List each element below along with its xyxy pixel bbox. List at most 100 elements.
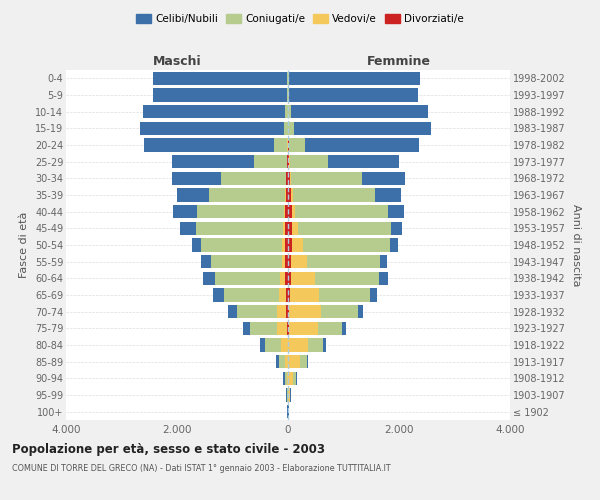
Bar bbox=[289, 305, 321, 318]
Bar bbox=[286, 388, 287, 402]
Bar bbox=[288, 205, 292, 218]
Bar bbox=[288, 272, 290, 285]
Bar bbox=[291, 188, 293, 202]
Bar bbox=[288, 172, 290, 185]
Bar bbox=[283, 372, 285, 385]
Bar bbox=[290, 155, 328, 168]
Bar bbox=[209, 188, 286, 202]
Bar bbox=[289, 88, 418, 102]
Text: Popolazione per età, sesso e stato civile - 2003: Popolazione per età, sesso e stato civil… bbox=[12, 442, 325, 456]
Bar bbox=[287, 155, 288, 168]
Bar bbox=[172, 172, 221, 185]
Bar bbox=[307, 255, 380, 268]
Bar bbox=[314, 272, 379, 285]
Bar bbox=[200, 238, 282, 252]
Bar bbox=[288, 288, 290, 302]
Bar bbox=[286, 255, 288, 268]
Bar bbox=[288, 372, 293, 385]
Bar bbox=[288, 88, 289, 102]
Bar bbox=[227, 305, 237, 318]
Bar bbox=[288, 105, 291, 118]
Bar bbox=[342, 322, 346, 335]
Bar bbox=[290, 272, 314, 285]
Bar bbox=[391, 222, 401, 235]
Text: COMUNE DI TORRE DEL GRECO (NA) - Dati ISTAT 1° gennaio 2003 - Elaborazione TUTTI: COMUNE DI TORRE DEL GRECO (NA) - Dati IS… bbox=[12, 464, 391, 473]
Bar bbox=[287, 88, 288, 102]
Bar bbox=[200, 255, 211, 268]
Bar bbox=[286, 205, 288, 218]
Bar bbox=[290, 388, 291, 402]
Bar bbox=[307, 355, 308, 368]
Bar bbox=[380, 255, 387, 268]
Bar bbox=[289, 338, 308, 351]
Bar bbox=[293, 188, 375, 202]
Bar bbox=[289, 72, 421, 85]
Bar bbox=[288, 322, 289, 335]
Bar bbox=[192, 238, 200, 252]
Bar bbox=[288, 188, 291, 202]
Bar bbox=[278, 288, 286, 302]
Bar bbox=[254, 155, 287, 168]
Bar bbox=[285, 372, 287, 385]
Bar bbox=[237, 305, 277, 318]
Bar bbox=[283, 222, 285, 235]
Bar bbox=[286, 172, 288, 185]
Bar bbox=[280, 272, 286, 285]
Bar bbox=[277, 305, 286, 318]
Y-axis label: Fasce di età: Fasce di età bbox=[19, 212, 29, 278]
Bar bbox=[388, 205, 404, 218]
Bar bbox=[292, 222, 298, 235]
Bar bbox=[288, 255, 291, 268]
Bar bbox=[288, 155, 289, 168]
Bar bbox=[172, 155, 254, 168]
Bar bbox=[362, 172, 405, 185]
Bar bbox=[290, 288, 319, 302]
Bar bbox=[288, 355, 300, 368]
Bar bbox=[286, 288, 288, 302]
Bar bbox=[282, 255, 286, 268]
Bar bbox=[291, 255, 307, 268]
Bar bbox=[143, 105, 285, 118]
Bar bbox=[298, 222, 391, 235]
Bar bbox=[375, 188, 401, 202]
Bar bbox=[289, 122, 293, 135]
Bar bbox=[323, 338, 326, 351]
Bar bbox=[203, 272, 215, 285]
Bar bbox=[274, 138, 287, 151]
Bar bbox=[285, 105, 288, 118]
Bar bbox=[287, 372, 288, 385]
Bar bbox=[288, 388, 290, 402]
Bar bbox=[289, 138, 305, 151]
Bar bbox=[282, 238, 285, 252]
Bar bbox=[328, 155, 398, 168]
Bar bbox=[370, 288, 377, 302]
Bar bbox=[285, 222, 288, 235]
Bar bbox=[296, 372, 297, 385]
Bar bbox=[152, 88, 287, 102]
Bar bbox=[288, 238, 292, 252]
Bar bbox=[140, 122, 284, 135]
Bar bbox=[284, 205, 286, 218]
Bar bbox=[275, 355, 278, 368]
Bar bbox=[250, 322, 277, 335]
Bar bbox=[287, 322, 288, 335]
Bar bbox=[260, 338, 265, 351]
Bar bbox=[305, 138, 419, 151]
Bar bbox=[293, 122, 431, 135]
Legend: Celibi/Nubili, Coniugati/e, Vedovi/e, Divorziati/e: Celibi/Nubili, Coniugati/e, Vedovi/e, Di… bbox=[132, 10, 468, 29]
Bar bbox=[221, 172, 286, 185]
Bar bbox=[215, 272, 280, 285]
Bar bbox=[265, 338, 281, 351]
Bar bbox=[244, 322, 250, 335]
Bar bbox=[176, 188, 209, 202]
Bar bbox=[285, 238, 288, 252]
Bar bbox=[211, 255, 282, 268]
Bar bbox=[152, 72, 287, 85]
Bar bbox=[288, 72, 289, 85]
Y-axis label: Anni di nascita: Anni di nascita bbox=[571, 204, 581, 286]
Bar bbox=[173, 205, 197, 218]
Bar bbox=[321, 305, 358, 318]
Bar bbox=[278, 355, 285, 368]
Text: Femmine: Femmine bbox=[367, 56, 431, 68]
Bar bbox=[277, 322, 287, 335]
